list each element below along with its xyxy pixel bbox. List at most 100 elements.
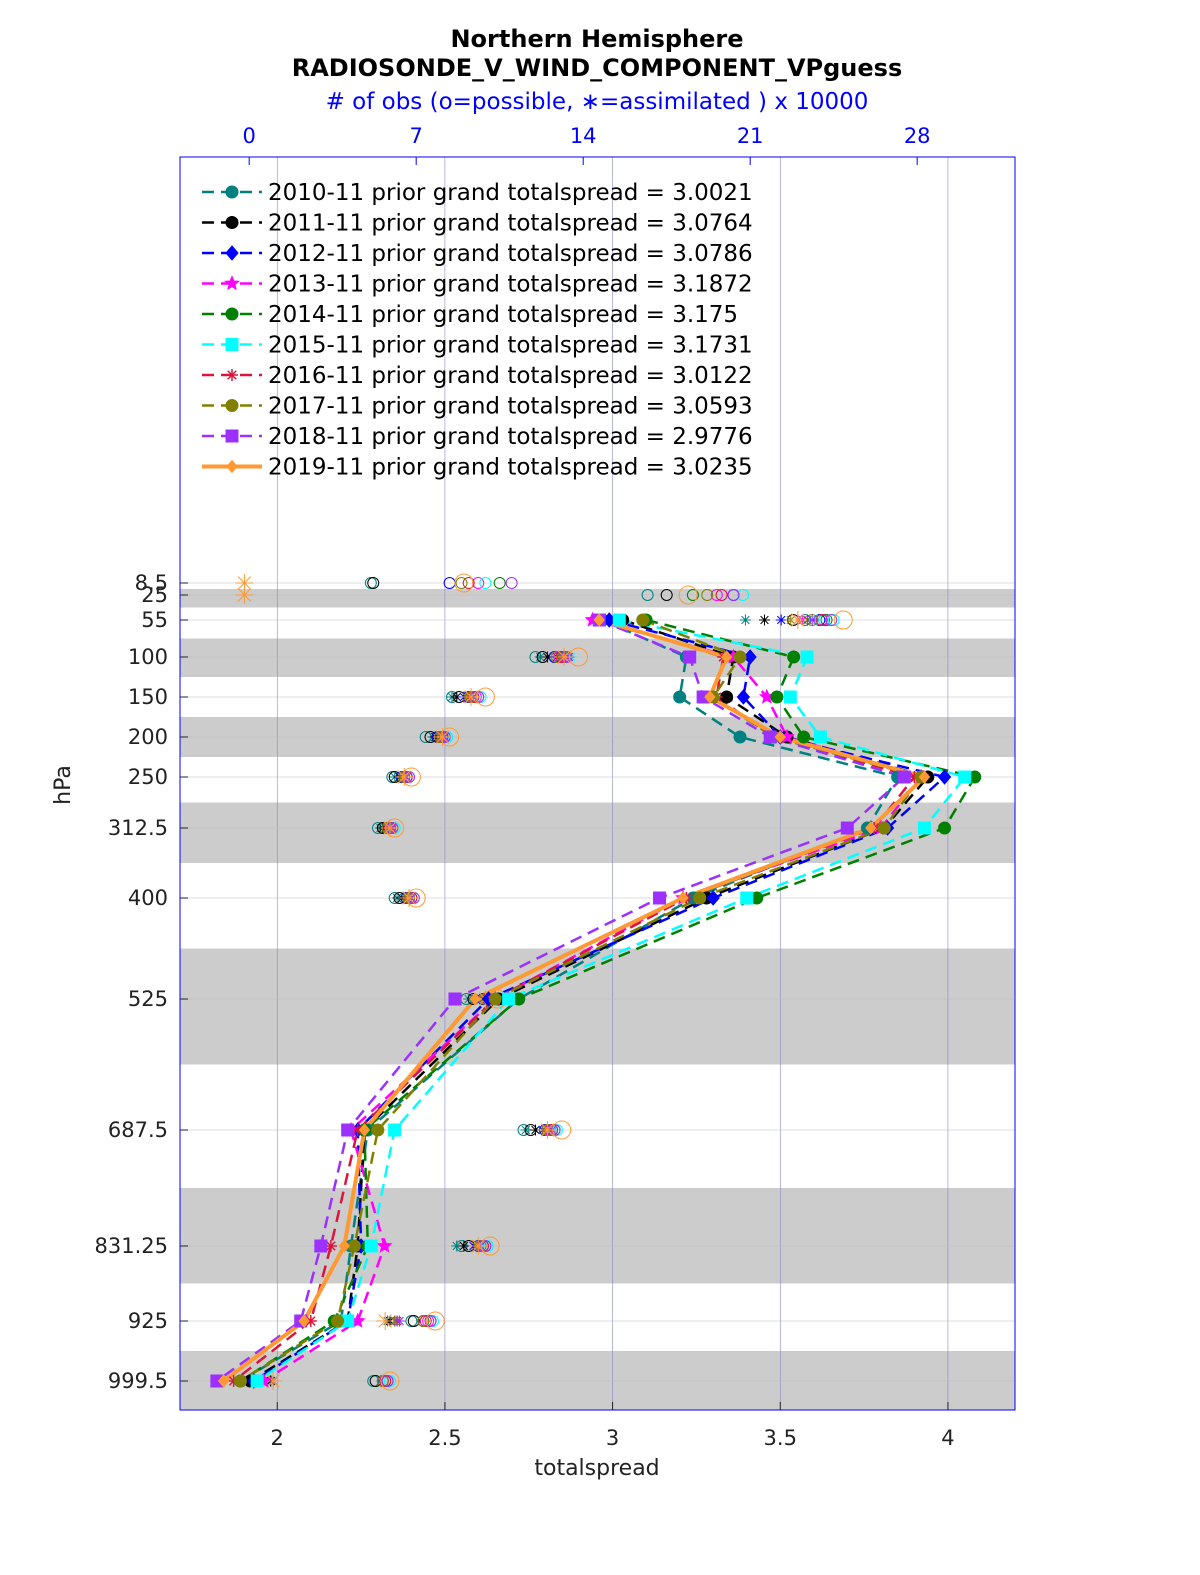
obs-possible-marker: [493, 577, 506, 589]
obs-assimilated-marker: [520, 1124, 532, 1136]
series-marker: [877, 821, 891, 835]
series-marker: [225, 429, 239, 443]
series-marker: [683, 650, 697, 664]
y-tick-label: 8.5: [135, 571, 168, 595]
x-axis-ticks: 2 2.5 3 3.5 4: [271, 1402, 955, 1450]
top-axis-label: # of obs (o=possible, ∗=assimilated ) x …: [326, 89, 869, 115]
obs-possible-marker: [381, 1375, 394, 1387]
legend-label: 2015-11 prior grand totalspread = 3.1731: [268, 333, 753, 359]
series-marker: [364, 1239, 378, 1253]
y-tick-label: 312.5: [108, 816, 168, 840]
top-tick-label: 14: [570, 124, 597, 148]
obs-possible-marker: [454, 573, 474, 593]
obs-assimilated-marker: [775, 614, 787, 626]
marker-stroke: [521, 1125, 531, 1135]
level-band: [180, 1188, 1015, 1284]
obs-assimilated-marker: [788, 611, 807, 629]
x-tick-label: 2: [271, 1426, 284, 1450]
y-tick-label: 150: [128, 685, 168, 709]
obs-possible-marker: [710, 589, 723, 601]
marker-stroke: [237, 588, 252, 602]
marker-stroke: [452, 1241, 461, 1251]
series-marker: [733, 730, 747, 744]
obs-assimilated-marker: [380, 819, 399, 837]
y-axis-label: hPa: [51, 765, 76, 805]
y-tick-label: 100: [128, 645, 168, 669]
obs-assimilated-marker: [538, 1121, 557, 1139]
series-marker: [233, 1374, 247, 1388]
obs-possible-marker: [505, 577, 518, 589]
series-line: [239, 618, 924, 1383]
obs-possible-marker: [737, 589, 750, 601]
obs-possible-marker: [367, 577, 380, 589]
obs-possible-marker: [417, 1315, 430, 1327]
series-marker: [938, 821, 952, 835]
obs-assimilated-marker: [433, 728, 452, 746]
series-marker: [331, 1314, 345, 1328]
x-tick-label: 4: [941, 1426, 954, 1450]
series-marker: [704, 690, 716, 704]
series-marker: [770, 690, 784, 704]
series-marker: [469, 992, 481, 1006]
marker-stroke: [807, 615, 817, 625]
legend-label: 2019-11 prior grand totalspread = 3.0235: [268, 455, 753, 481]
series-marker: [706, 890, 720, 906]
series-marker: [225, 338, 239, 351]
obs-possible-marker: [380, 1371, 400, 1391]
marker-stroke: [378, 1314, 392, 1328]
obs-assimilated-marker: [235, 586, 254, 604]
marker-stroke: [227, 370, 237, 380]
obs-possible-marker: [407, 1315, 420, 1327]
series-marker: [347, 1239, 361, 1253]
series-marker: [226, 459, 238, 474]
marker-stroke: [741, 615, 750, 625]
chart-title: Northern Hemisphere: [450, 25, 743, 53]
series-line: [256, 618, 967, 1383]
series-marker: [937, 769, 952, 785]
marker-stroke: [306, 1316, 316, 1326]
series-markers: [210, 611, 982, 1389]
marker-stroke: [352, 1125, 363, 1135]
obs-possible-marker: [825, 614, 838, 626]
obs-possible-marker: [678, 585, 698, 605]
obs-possible-marker: [701, 589, 714, 601]
series-marker: [225, 307, 239, 321]
series-marker: [358, 1123, 371, 1137]
series-marker: [502, 992, 516, 1006]
obs-possible-marker: [660, 589, 673, 601]
obs-possible-marker: [727, 589, 740, 601]
marker-stroke: [435, 730, 450, 744]
series-marker: [840, 821, 854, 835]
legend-label: 2014-11 prior grand totalspread = 3.175: [268, 302, 738, 328]
marker-stroke: [531, 1125, 540, 1135]
x-tick-label: 3: [606, 1426, 619, 1450]
series-marker: [800, 650, 814, 664]
obs-assimilated-marker: [462, 688, 481, 706]
obs-possible-marker: [833, 610, 853, 630]
series-marker: [917, 821, 931, 835]
y-tick-label: 999.5: [108, 1369, 168, 1393]
marker-stroke: [237, 576, 252, 590]
series-marker: [338, 1239, 350, 1253]
obs-possible-marker: [641, 589, 654, 601]
series-marker: [677, 891, 689, 905]
obs-possible-marker: [424, 1315, 437, 1327]
level-band: [180, 589, 1015, 608]
y-tick-label: 831.25: [95, 1234, 168, 1258]
obs-assimilated-marker: [739, 614, 751, 626]
marker-stroke: [326, 1241, 336, 1251]
marker-stroke: [540, 1123, 555, 1137]
series-marker: [814, 730, 828, 744]
obs-possible-marker: [686, 589, 699, 601]
series-line: [239, 618, 977, 1383]
y-tick-label: 200: [128, 725, 168, 749]
series-marker: [897, 770, 911, 784]
marker-stroke: [464, 690, 478, 704]
x-axis-label: totalspread: [534, 1456, 659, 1481]
series-marker: [797, 730, 811, 744]
obs-possible-marker: [462, 577, 475, 589]
obs-assimilated-marker: [376, 1312, 395, 1330]
top-tick-label: 0: [242, 124, 255, 148]
obs-possible-marker: [479, 577, 492, 589]
